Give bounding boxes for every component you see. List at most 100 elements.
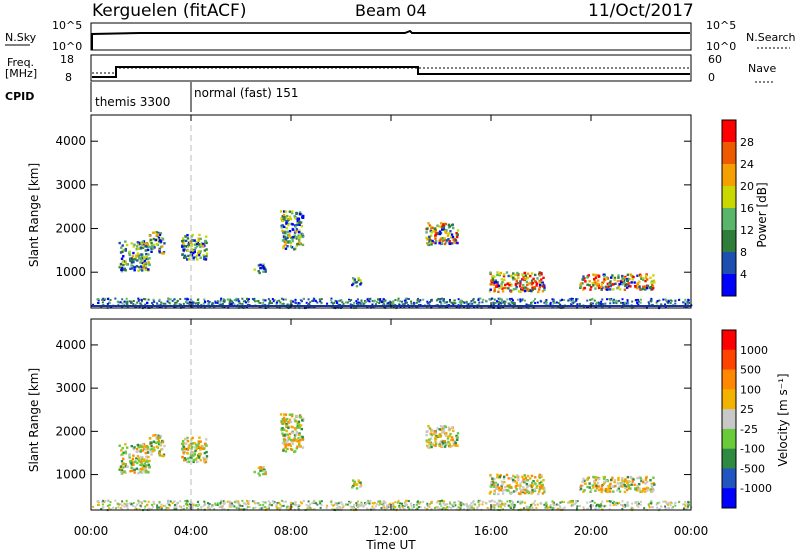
velocity-point <box>535 486 538 489</box>
power-point <box>375 301 378 304</box>
power-point <box>538 283 542 287</box>
velocity-point <box>126 503 129 506</box>
power-point <box>415 301 418 304</box>
power-point <box>586 299 589 302</box>
velocity-point <box>652 481 655 485</box>
power-point <box>226 298 229 301</box>
power-point <box>538 271 541 274</box>
power-point <box>438 239 442 242</box>
power-point <box>631 278 634 281</box>
velocity-point <box>686 506 689 509</box>
power-point <box>263 267 266 270</box>
power-point <box>354 306 357 309</box>
power-point <box>593 299 596 302</box>
velocity-point <box>173 506 176 509</box>
velocity-point <box>512 478 515 482</box>
velocity-point <box>123 502 126 505</box>
velocity-point <box>199 459 202 462</box>
power-point <box>214 301 217 304</box>
power-point <box>553 301 556 304</box>
velocity-point <box>449 432 452 436</box>
power-point <box>626 279 629 282</box>
velocity-point <box>534 482 537 485</box>
velocity-point <box>516 484 519 487</box>
velocity-point <box>622 480 626 483</box>
power-point <box>429 227 433 230</box>
power-point <box>624 301 627 304</box>
velocity-point <box>398 504 401 507</box>
power-point <box>267 306 270 309</box>
nsky-label: N.Sky <box>5 31 37 44</box>
power-point <box>684 298 687 301</box>
power-point <box>181 253 184 256</box>
velocity-point <box>606 484 610 488</box>
power-point <box>632 275 635 279</box>
velocity-point <box>453 501 456 504</box>
power-point <box>455 306 458 309</box>
power-point <box>312 299 315 302</box>
power-point <box>202 257 206 261</box>
power-point <box>686 306 689 309</box>
velocity-point <box>561 500 564 503</box>
power-point <box>216 300 219 303</box>
velocity-point <box>291 442 294 446</box>
power-point <box>243 306 246 309</box>
velocity-point <box>187 460 191 463</box>
velocity-point <box>97 500 100 503</box>
colorbar-tick-label: 100 <box>740 383 761 396</box>
velocity-point <box>652 476 655 479</box>
power-point <box>398 302 401 305</box>
power-point <box>164 302 167 305</box>
power-point <box>287 223 290 227</box>
power-point <box>214 300 217 303</box>
velocity-point <box>559 501 562 504</box>
power-point <box>122 255 125 258</box>
velocity-point <box>140 455 143 459</box>
velocity-point <box>144 460 148 463</box>
power-point <box>524 277 527 281</box>
velocity-point <box>144 464 148 467</box>
colorbar-cell <box>722 409 736 430</box>
power-point <box>369 297 372 300</box>
power-point <box>241 297 244 300</box>
velocity-point <box>687 503 690 506</box>
velocity-point <box>526 506 529 509</box>
velocity-point <box>121 504 124 507</box>
velocity-point <box>235 501 238 504</box>
velocity-point <box>658 507 661 510</box>
velocity-point <box>301 417 305 421</box>
nave-line <box>92 67 690 74</box>
velocity-point <box>624 485 627 488</box>
velocity-point <box>109 501 112 504</box>
velocity-point <box>498 503 501 506</box>
velocity-point <box>295 447 299 450</box>
velocity-point <box>296 445 299 448</box>
power-point <box>300 225 304 228</box>
velocity-point <box>149 441 152 444</box>
velocity-point <box>259 469 262 472</box>
power-point <box>499 286 503 289</box>
velocity-point <box>157 506 160 509</box>
power-point <box>442 228 446 231</box>
power-point <box>295 228 299 231</box>
power-point <box>636 287 639 290</box>
power-point <box>482 298 485 301</box>
velocity-point <box>337 505 340 508</box>
power-point <box>131 264 135 268</box>
power-point <box>555 301 558 304</box>
velocity-point <box>173 508 176 511</box>
velocity-point <box>143 462 147 465</box>
power-point <box>121 250 124 254</box>
velocity-point <box>128 453 131 456</box>
velocity-point <box>175 507 178 510</box>
velocity-point <box>139 504 142 507</box>
velocity-point <box>202 460 206 463</box>
power-point <box>96 301 99 304</box>
velocity-point <box>436 427 439 430</box>
velocity-point <box>372 502 375 505</box>
velocity-point <box>602 475 605 479</box>
velocity-point <box>505 489 508 492</box>
velocity-point <box>514 484 518 488</box>
power-point <box>279 210 283 213</box>
